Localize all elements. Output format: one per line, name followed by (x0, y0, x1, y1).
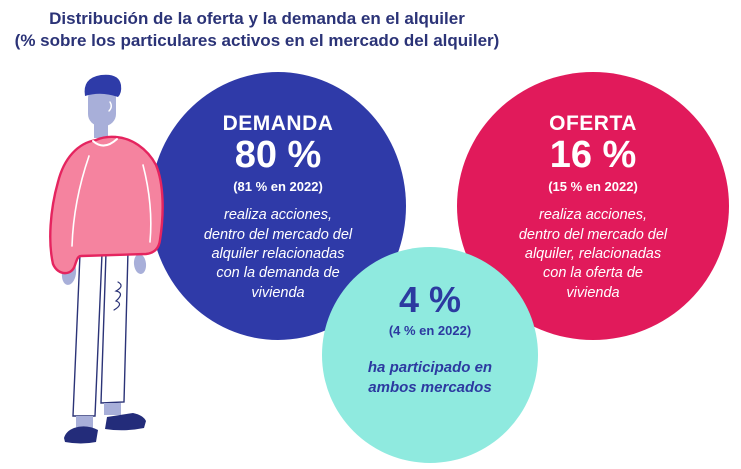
head (88, 86, 116, 126)
both-markets-previous-year-value: (4 % en 2022) (388, 322, 472, 338)
right-pant-leg (100, 250, 129, 404)
supply-previous-year-value: (15 % en 2022) (548, 179, 638, 195)
right-shoe (105, 413, 146, 431)
demand-previous-year-value: (81 % en 2022) (233, 179, 323, 195)
supply-circle: OFERTA 16 % (15 % en 2022) realiza accio… (457, 72, 729, 340)
person-illustration (49, 74, 164, 444)
chart-title-line2: (% sobre los particulares activos en el … (14, 31, 500, 51)
demand-heading: DEMANDA (222, 112, 334, 135)
chart-title: Distribución de la oferta y la demanda e… (0, 8, 514, 53)
left-shoe (64, 426, 98, 444)
left-pant-leg (72, 253, 103, 417)
sweater-right-seam (142, 164, 152, 243)
supply-heading: OFERTA (549, 112, 637, 135)
right-ankle (104, 403, 121, 415)
right-hand (133, 254, 147, 274)
left-ankle (76, 416, 93, 429)
demand-circle: DEMANDA 80 % (81 % en 2022) realiza acci… (150, 72, 406, 340)
chart-title-line1: Distribución de la oferta y la demanda e… (49, 9, 465, 28)
sweater (49, 135, 164, 275)
demand-value: 80 % (234, 134, 322, 177)
both-markets-description: ha participado en ambos mercados (367, 358, 493, 396)
sweater-left-seam (71, 155, 90, 247)
hair (84, 74, 122, 97)
sweater-collar (92, 138, 118, 147)
demand-description: realiza acciones, dentro del mercado del… (203, 207, 353, 301)
pants-drawstring (113, 281, 122, 311)
supply-value: 16 % (549, 134, 637, 177)
face-highlight (108, 101, 112, 112)
supply-description: realiza acciones, dentro del mercado del… (518, 207, 668, 301)
both-markets-circle: 4 % (4 % en 2022) ha participado en ambo… (322, 247, 538, 463)
both-markets-value: 4 % (398, 279, 462, 320)
